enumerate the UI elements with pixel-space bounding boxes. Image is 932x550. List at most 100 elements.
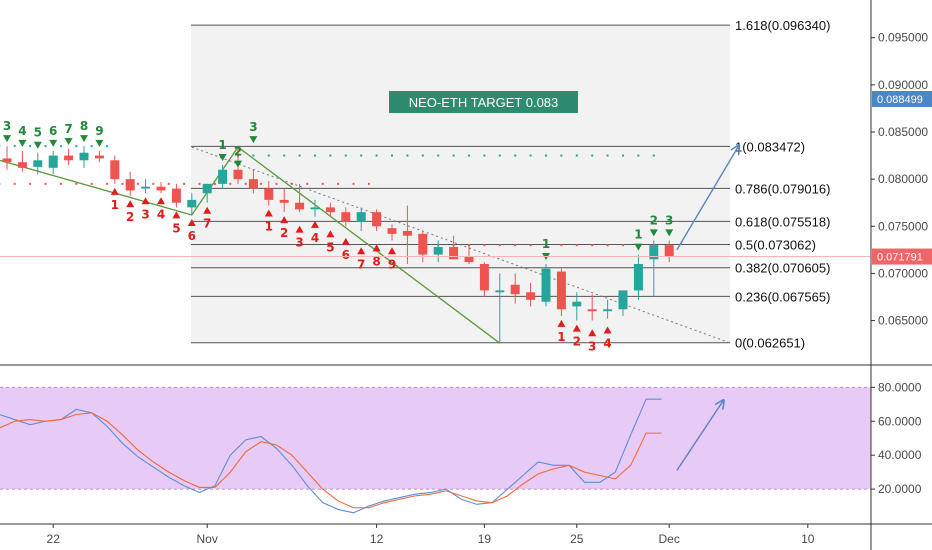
support-dot: [529, 244, 532, 247]
sequential-count-label: 1: [218, 138, 226, 152]
candle-body: [141, 186, 151, 189]
candle-body: [341, 212, 351, 222]
candle-body: [79, 152, 89, 161]
candle-body: [2, 158, 12, 163]
support-dot: [367, 182, 370, 185]
sequential-down-triangle: [3, 135, 11, 143]
resistance-dot: [267, 154, 270, 157]
sequential-count-label: 9: [95, 124, 103, 138]
candle-body: [264, 188, 274, 200]
sequential-down-triangle: [64, 137, 73, 145]
sequential-up-triangle: [572, 324, 581, 332]
resistance-dot: [514, 154, 517, 157]
sequential-up-triangle: [357, 247, 366, 255]
resistance-dot: [75, 145, 78, 148]
support-dot: [337, 182, 340, 185]
sequential-up-triangle: [280, 216, 289, 224]
support-dot: [545, 244, 547, 247]
support-dot: [306, 182, 309, 185]
sequential-down-triangle: [80, 135, 88, 143]
sequential-up-triangle: [295, 225, 304, 233]
fib-shaded-area: [191, 25, 730, 343]
resistance-dot: [560, 154, 563, 157]
sequential-count-label: 3: [665, 213, 673, 227]
resistance-dot: [344, 154, 347, 157]
sequential-count-label: 2: [234, 145, 242, 159]
sequential-count-label: 3: [141, 207, 149, 221]
sequential-count-label: 7: [64, 122, 72, 136]
candle-body: [48, 155, 58, 168]
candle-body: [94, 155, 104, 159]
fib-label-0.382: 0.382(0.070605): [735, 261, 830, 276]
fib-label-0.618: 0.618(0.075518): [735, 214, 830, 229]
candle-body: [17, 162, 27, 168]
resistance-dot: [44, 145, 47, 148]
y-tick-label: 0.080000: [878, 172, 928, 186]
resistance-dot: [452, 154, 455, 157]
sequential-count-label: 4: [603, 336, 611, 350]
support-dot: [483, 244, 486, 247]
sequential-up-triangle: [557, 319, 566, 327]
x-tick-label: 19: [478, 532, 492, 546]
resistance-dot: [13, 145, 16, 148]
support-dot: [59, 182, 62, 185]
sequential-count-label: 7: [357, 257, 365, 271]
candle-body: [495, 290, 505, 293]
fib-label-1: 1(0.083472): [735, 139, 805, 154]
y-tick-label: 0.085000: [878, 125, 928, 139]
oscillator-y-tick-label: 80.0000: [878, 380, 922, 394]
support-dot: [229, 182, 232, 185]
candle-body: [387, 228, 397, 234]
candle-body: [618, 290, 628, 310]
support-dot: [498, 244, 501, 247]
price-badge-label: 0.088499: [877, 94, 923, 106]
y-tick-label: 0.070000: [878, 266, 928, 280]
sequential-count-label: 7: [203, 217, 211, 231]
sequential-up-triangle: [388, 247, 396, 255]
sequential-count-label: 6: [342, 248, 350, 262]
y-tick-label: 0.095000: [878, 31, 928, 45]
support-dot: [167, 182, 170, 185]
fib-label-0.786: 0.786(0.079016): [735, 181, 830, 196]
x-tick-label: 25: [570, 532, 584, 546]
sequential-up-triangle: [172, 211, 181, 219]
sequential-down-triangle: [218, 154, 227, 161]
resistance-dot: [90, 145, 93, 148]
sequential-count-label: 5: [34, 126, 42, 140]
x-tick-label: 10: [801, 532, 815, 546]
candle-body: [356, 212, 366, 222]
resistance-dot: [106, 145, 109, 148]
sequential-count-label: 2: [280, 226, 288, 240]
chart-title: NEO-ETH TARGET 0.083: [409, 95, 559, 110]
resistance-dot: [375, 154, 378, 157]
candle-body: [633, 264, 643, 291]
support-dot: [198, 182, 201, 185]
resistance-dot: [391, 154, 393, 157]
oscillator-y-tick-label: 20.0000: [878, 482, 922, 496]
resistance-dot: [437, 154, 440, 157]
y-tick-label: 0.075000: [878, 219, 928, 233]
support-dot: [136, 182, 139, 185]
oscillator-projection-arrow: [676, 401, 723, 471]
sequential-count-label: 5: [326, 240, 334, 254]
price-badge-label: 0.071791: [877, 252, 923, 264]
resistance-dot: [329, 154, 332, 157]
candle-body: [33, 160, 43, 167]
sequential-count-label: 6: [49, 124, 57, 138]
candle-body: [248, 179, 258, 189]
sequential-count-label: 3: [3, 119, 11, 133]
oscillator-y-tick-label: 60.0000: [878, 414, 922, 428]
sequential-up-triangle: [326, 230, 335, 238]
sequential-down-triangle: [634, 243, 643, 251]
y-tick-label: 0.065000: [878, 314, 928, 328]
support-dot: [275, 182, 278, 185]
sequential-count-label: 3: [249, 120, 257, 134]
support-dot: [591, 244, 594, 247]
resistance-dot: [314, 154, 316, 157]
candle-body: [541, 268, 551, 302]
support-dot: [622, 244, 624, 247]
candle-body: [464, 256, 474, 263]
support-dot: [213, 182, 216, 185]
support-dot: [152, 182, 155, 185]
candle-body: [603, 309, 613, 312]
